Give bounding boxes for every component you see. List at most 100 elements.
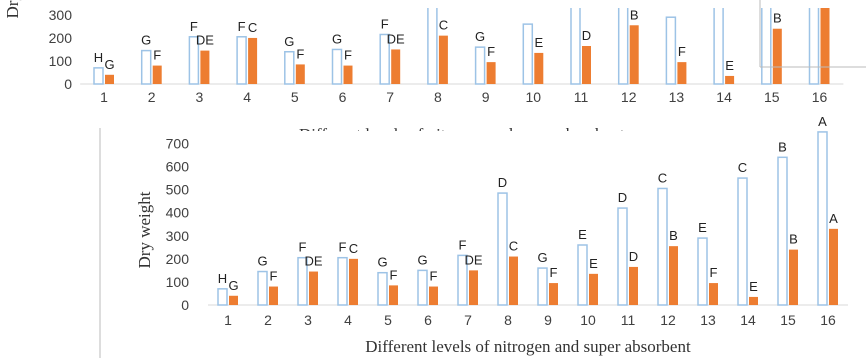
significance-letter: G (104, 57, 114, 72)
bar (236, 36, 247, 85)
bar (789, 249, 798, 305)
significance-letter: F (153, 48, 161, 63)
x-tick-label: 9 (544, 312, 552, 328)
x-tick-label: 6 (339, 89, 347, 105)
significance-letter: G (537, 250, 547, 265)
bar (140, 49, 152, 85)
significance-letter: E (534, 35, 543, 50)
bar (657, 187, 668, 306)
y-tick-label: 300 (49, 7, 73, 23)
significance-letter: C (658, 170, 667, 185)
significance-letter: F (344, 48, 352, 63)
significance-letter: E (589, 256, 598, 271)
x-tick-label: 2 (148, 89, 156, 105)
x-tick-label: 1 (224, 312, 232, 328)
x-tick-label: 4 (344, 312, 352, 328)
bar (629, 266, 638, 305)
bar (391, 49, 401, 84)
significance-letter: D (582, 28, 591, 43)
bar (309, 271, 318, 305)
significance-letter: C (439, 18, 448, 33)
significance-letter: B (773, 11, 782, 26)
x-tick-label: 15 (780, 312, 796, 328)
bar (617, 8, 629, 85)
significance-letter: C (248, 20, 257, 35)
significance-letter: B (630, 7, 639, 22)
bar (820, 8, 830, 84)
bar (429, 286, 438, 305)
y-tick-label: 600 (166, 159, 190, 175)
bar (582, 46, 591, 84)
x-tick-label: 9 (482, 89, 490, 105)
significance-letter: F (390, 267, 398, 282)
bar (297, 256, 308, 306)
x-tick-label: 7 (386, 89, 394, 105)
significance-letter: A (818, 114, 827, 129)
x-tick-label: 10 (580, 312, 596, 328)
bar (229, 295, 238, 305)
bar (522, 23, 534, 85)
significance-letter: E (698, 220, 707, 235)
significance-letter: H (94, 50, 103, 65)
significance-letter: DE (196, 33, 214, 48)
bar (537, 267, 548, 306)
bar (677, 62, 687, 84)
bar (188, 36, 200, 85)
significance-letter: F (459, 237, 467, 252)
x-axis-title: Different levels of nitrogen and super a… (365, 337, 691, 356)
x-tick-label: 14 (716, 89, 732, 105)
y-tick-label: 0 (181, 297, 189, 313)
bar (377, 271, 388, 306)
x-tick-label: 2 (264, 312, 272, 328)
bar (257, 270, 268, 306)
bar (669, 246, 678, 305)
significance-letter: D (618, 190, 627, 205)
bar (713, 8, 724, 85)
significance-letter: B (789, 232, 798, 247)
bar (457, 254, 468, 306)
bar (772, 28, 782, 84)
y-tick-label: 200 (166, 251, 190, 267)
significance-letter: G (377, 255, 387, 270)
bars (217, 131, 838, 306)
significance-letter: F (238, 19, 246, 34)
significance-letter: F (487, 44, 495, 59)
significance-letter: G (284, 34, 294, 49)
bar (497, 192, 508, 306)
significance-letter: C (738, 160, 747, 175)
bar (629, 25, 639, 84)
x-tick-label: 3 (304, 312, 312, 328)
x-tick-label: 16 (820, 312, 836, 328)
significance-letter: G (332, 31, 342, 46)
bar (284, 51, 295, 85)
x-tick-label: 12 (660, 312, 676, 328)
bar (438, 35, 448, 84)
bar (379, 33, 390, 85)
x-tick-label: 11 (574, 89, 589, 105)
bar (389, 285, 398, 305)
y-axis-title: Dry weight (135, 191, 154, 268)
significance-letter: B (669, 228, 678, 243)
significance-letter: DE (464, 252, 482, 267)
significance-letter: DE (387, 31, 405, 46)
y-tick-label: 200 (49, 30, 73, 46)
x-tick-label: 6 (424, 312, 432, 328)
bar (617, 207, 628, 306)
x-tick-label: 11 (621, 312, 636, 328)
bar (829, 228, 838, 305)
significance-letter: F (710, 265, 718, 280)
bar (269, 286, 278, 305)
significance-letter: C (509, 239, 518, 254)
significance-letter: F (381, 16, 389, 31)
significance-letter: G (257, 254, 267, 269)
x-tick-label: 1 (100, 89, 108, 105)
x-tick-label: 12 (621, 89, 637, 105)
bar (761, 8, 772, 85)
x-tick-label: 10 (526, 89, 542, 105)
significance-letter: C (349, 241, 358, 256)
y-tick-label: 400 (166, 205, 190, 221)
significance-letter: DE (304, 254, 322, 269)
y-tick-label: 0 (64, 76, 72, 92)
